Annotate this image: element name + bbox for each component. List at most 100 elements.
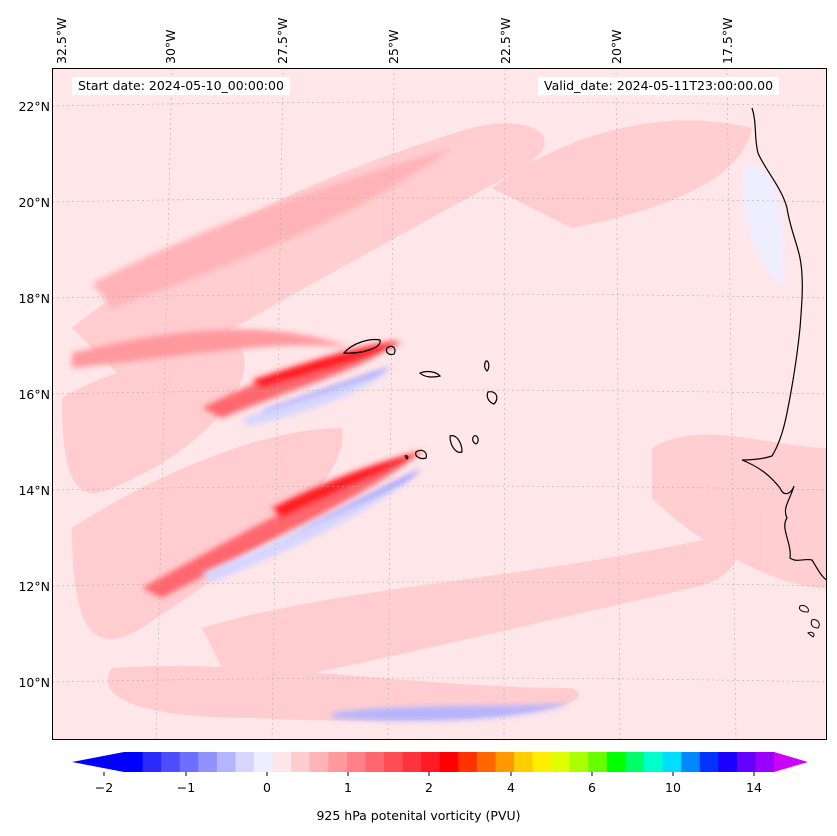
pv-streak-main-lower xyxy=(142,450,422,598)
pv-streak-core-lower xyxy=(272,451,424,518)
meridian-25w xyxy=(387,68,395,740)
cb-tick-2: 2 xyxy=(425,780,433,795)
colorbar-swatch xyxy=(421,752,441,772)
lon-label-17.5w: 17.5°W xyxy=(720,17,735,64)
lon-label-32.5w: 32.5°W xyxy=(54,17,69,64)
cb-tick-4: 4 xyxy=(507,780,515,795)
cb-tick-neg2: −2 xyxy=(94,780,114,795)
colorbar-swatch xyxy=(681,752,701,772)
pv-field-bands xyxy=(62,120,827,721)
island-brava xyxy=(404,455,409,460)
cape-verde-islands xyxy=(342,338,498,460)
cb-tick-neg1: −1 xyxy=(176,780,196,795)
map-frame xyxy=(52,68,827,740)
colorbar-swatch xyxy=(124,752,144,772)
guinea-bissau-islands xyxy=(799,605,820,638)
cb-tick-10: 10 xyxy=(665,780,681,795)
blue-wake-upper-light xyxy=(242,370,392,426)
cb-tick-0: 0 xyxy=(263,780,271,795)
colorbar-swatch xyxy=(736,752,757,772)
colorbar-swatch xyxy=(161,752,181,772)
colorbar-swatch xyxy=(514,752,534,772)
lat-label-12n: 12°N xyxy=(18,579,50,594)
lon-label-20w: 20°W xyxy=(609,29,624,64)
island-santiago xyxy=(449,435,463,453)
colorbar-swatch xyxy=(346,752,367,772)
start-date-label: Start date: 2024-05-10_00:00:00 xyxy=(72,77,290,95)
pv-band-north-east xyxy=(492,120,752,228)
colorbar-ticks xyxy=(103,772,755,776)
lon-label-22.5w: 22.5°W xyxy=(498,17,513,64)
cb-tick-1: 1 xyxy=(344,780,352,795)
lat-label-22n: 22°N xyxy=(18,99,50,114)
colorbar-swatch xyxy=(179,752,199,772)
colorbar-swatch xyxy=(235,752,255,772)
lon-label-30w: 30°W xyxy=(163,29,178,64)
lat-label-20n: 20°N xyxy=(18,195,50,210)
lat-label-16n: 16°N xyxy=(18,387,50,402)
colorbar-swatch xyxy=(718,752,738,772)
island-santo-antao xyxy=(342,338,381,354)
meridian-30w xyxy=(155,68,173,740)
colorbar-swatch xyxy=(699,752,719,772)
colorbar xyxy=(72,752,808,776)
meridian-27.5w xyxy=(271,68,284,740)
pv-blue-wakes xyxy=(202,164,785,721)
colorbar-swatch xyxy=(569,752,589,772)
island-maio xyxy=(472,435,479,445)
colorbar-swatch xyxy=(476,752,497,772)
blue-wake-lower-light xyxy=(202,478,412,583)
parallel-14n xyxy=(52,485,827,491)
pv-streaks xyxy=(72,148,452,598)
island-sal xyxy=(484,360,490,372)
colorbar-title: 925 hPa potenital vorticity (PVU) xyxy=(316,808,521,823)
meridian-17.5w xyxy=(726,68,737,740)
pv-streak-core-upper xyxy=(252,342,402,388)
colorbar-swatch xyxy=(198,752,218,772)
pv-band-east-coast xyxy=(652,434,827,588)
valid-date-label: Valid_date: 2024-05-11T23:00:00.00 xyxy=(538,77,780,95)
meridian-20w xyxy=(615,68,621,740)
island-sao-vicente xyxy=(385,345,396,356)
pv-band-south xyxy=(202,538,737,688)
colorbar-swatch xyxy=(142,752,162,772)
colorbar-swatch xyxy=(588,752,608,772)
colorbar-swatch xyxy=(439,752,459,772)
colorbar-swatch xyxy=(328,752,348,772)
blue-wake-south xyxy=(332,703,572,721)
colorbar-swatch xyxy=(291,752,311,772)
parallel-10n xyxy=(52,677,827,683)
lat-label-18n: 18°N xyxy=(18,291,50,306)
colorbar-swatches xyxy=(124,752,775,772)
blue-wake-coast xyxy=(742,164,785,288)
lat-label-14n: 14°N xyxy=(18,483,50,498)
parallel-18n xyxy=(52,293,827,299)
colorbar-swatch xyxy=(384,752,404,772)
parallel-20n xyxy=(52,197,827,203)
pv-map xyxy=(52,68,827,740)
pv-streak-upper-2 xyxy=(92,148,452,308)
colorbar-swatch xyxy=(365,752,385,772)
colorbar-swatch xyxy=(254,752,274,772)
parallel-16n xyxy=(52,389,827,395)
colorbar-swatch xyxy=(662,752,682,772)
pv-band-west xyxy=(62,338,245,494)
colorbar-swatch xyxy=(272,752,292,772)
colorbar-swatch xyxy=(458,752,478,772)
colorbar-swatch xyxy=(755,752,775,772)
pv-band-southwest xyxy=(72,428,343,640)
colorbar-swatch xyxy=(625,752,645,772)
island-boa-vista xyxy=(486,391,498,405)
africa-coastline xyxy=(741,107,827,581)
colorbar-swatch xyxy=(606,752,627,772)
cb-tick-14: 14 xyxy=(746,780,762,795)
colorbar-swatch xyxy=(644,752,664,772)
cb-tick-6: 6 xyxy=(588,780,596,795)
colorbar-under-arrow xyxy=(72,752,124,772)
colorbar-swatch xyxy=(551,752,571,772)
lon-label-25w: 25°W xyxy=(386,29,401,64)
island-fogo xyxy=(415,449,427,460)
graticule xyxy=(52,68,827,740)
pv-band-north xyxy=(72,123,545,388)
island-sao-nicolau xyxy=(418,370,442,378)
